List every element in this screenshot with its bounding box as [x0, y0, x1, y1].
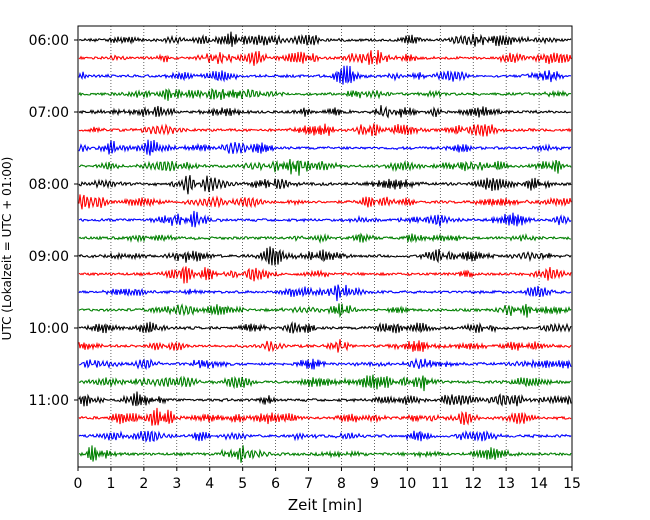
- seismogram-trace: [78, 266, 572, 284]
- seismogram-trace: [78, 429, 572, 443]
- seismogram-trace: [78, 407, 572, 426]
- seismogram-trace: [78, 303, 572, 318]
- plot-frame: [77, 25, 573, 468]
- x-tick-label: 4: [205, 476, 214, 492]
- x-tick-label: 12: [464, 476, 482, 492]
- seismogram-trace: [78, 158, 572, 176]
- seismogram-trace: [78, 357, 572, 370]
- x-axis-ticks: 0 1 2 3 4 5 6 7 8 9 10 11 12 13 14 15: [74, 467, 581, 492]
- seismogram-trace: [78, 391, 572, 407]
- seismogram-trace: [78, 194, 572, 210]
- seismogram-trace: [78, 175, 572, 195]
- x-tick-label: 14: [530, 476, 548, 492]
- y-tick-label: 08:00: [29, 177, 69, 193]
- seismogram-trace: [78, 445, 572, 463]
- seismogram-trace: [78, 123, 572, 137]
- x-tick-label: 6: [271, 476, 280, 492]
- seismogram-trace: [78, 49, 572, 66]
- seismogram-trace: [78, 374, 572, 392]
- seismogram-trace: [78, 105, 572, 119]
- x-tick-label: 3: [172, 476, 181, 492]
- y-tick-label: 09:00: [29, 249, 69, 265]
- seismogram-trace: [78, 246, 572, 266]
- y-tick-label: 06:00: [29, 33, 69, 49]
- seismogram-trace: [78, 31, 572, 47]
- x-tick-label: 7: [304, 476, 313, 492]
- seismogram-trace: [78, 139, 572, 156]
- seismogram-trace: [78, 210, 572, 228]
- y-tick-label: 10:00: [29, 321, 69, 337]
- y-tick-label: 11:00: [29, 393, 69, 409]
- x-tick-label: 11: [431, 476, 449, 492]
- x-tick-label: 15: [563, 476, 581, 492]
- x-tick-label: 1: [106, 476, 115, 492]
- seismogram-trace: [78, 232, 572, 244]
- x-tick-label: 5: [238, 476, 247, 492]
- seismogram-trace: [78, 320, 572, 334]
- seismogram-trace: [78, 65, 572, 85]
- x-tick-label: 13: [497, 476, 515, 492]
- y-tick-label: 07:00: [29, 105, 69, 121]
- y-axis-ticks: 06:00 07:00 08:00 09:00 10:00 11:00: [29, 33, 78, 409]
- x-axis-label: Zeit [min]: [288, 496, 362, 514]
- seismogram-traces: [78, 31, 572, 463]
- x-tick-label: 8: [337, 476, 346, 492]
- y-axis-label: UTC (Lokalzeit = UTC + 01:00): [0, 157, 14, 341]
- x-tick-label: 0: [74, 476, 83, 492]
- x-tick-label: 9: [370, 476, 379, 492]
- seismogram-trace: [78, 284, 572, 302]
- seismogram-trace: [78, 339, 572, 353]
- x-tick-label: 10: [398, 476, 416, 492]
- x-tick-label: 2: [139, 476, 148, 492]
- seismogram-trace: [78, 87, 572, 101]
